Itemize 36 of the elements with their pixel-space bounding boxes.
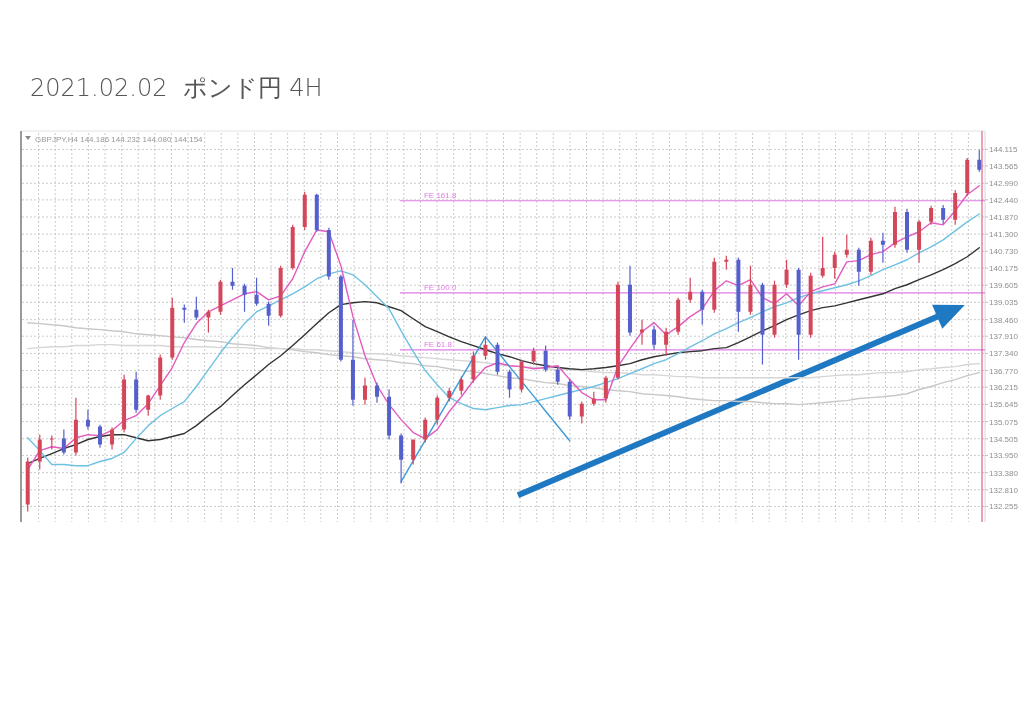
candlestick bbox=[362, 377, 367, 405]
y-tick-label: 141.870 bbox=[989, 213, 1019, 222]
y-tick-label: 132.255 bbox=[989, 502, 1019, 512]
y-tick-label: 133.950 bbox=[989, 451, 1019, 461]
line-series bbox=[400, 336, 571, 483]
line-series bbox=[27, 321, 980, 406]
y-tick-label: 143.565 bbox=[989, 161, 1019, 171]
y-tick-label: 139.035 bbox=[989, 298, 1019, 308]
candlestick bbox=[350, 319, 355, 406]
y-tick-label: 142.990 bbox=[989, 179, 1019, 189]
y-tick-label: 135.645 bbox=[989, 400, 1019, 410]
y-tick-label: 141.300 bbox=[989, 230, 1019, 240]
line-series bbox=[27, 343, 980, 379]
y-tick-label: 134.505 bbox=[989, 434, 1019, 444]
y-tick-label: 139.605 bbox=[989, 281, 1019, 291]
chart-title: 2021.02.02 ポンド円 4H bbox=[30, 74, 323, 102]
candlestick bbox=[85, 409, 90, 430]
ref-line-label: FE 161.8 bbox=[423, 191, 457, 201]
candlestick bbox=[640, 319, 645, 345]
y-tick-label: 140.730 bbox=[989, 247, 1019, 257]
y-tick-label: 140.175 bbox=[989, 264, 1019, 274]
y-tick-label: 144.115 bbox=[989, 145, 1018, 155]
y-tick-label: 142.440 bbox=[989, 195, 1019, 205]
ref-line-label: FE 61.8 bbox=[423, 340, 453, 350]
y-tick-label: 133.380 bbox=[989, 468, 1019, 478]
candlestick bbox=[880, 232, 885, 263]
y-tick-label: 137.910 bbox=[989, 332, 1019, 342]
y-tick-label: 138.460 bbox=[989, 315, 1019, 325]
y-tick-label: 132.810 bbox=[989, 485, 1019, 495]
ref-line-label: FE 100.0 bbox=[423, 283, 457, 293]
y-tick-label: 135.075 bbox=[989, 417, 1019, 427]
candlestick bbox=[375, 382, 380, 403]
y-tick-label: 136.770 bbox=[989, 366, 1019, 376]
y-tick-label: 136.215 bbox=[989, 383, 1019, 393]
y-tick-label: 137.340 bbox=[989, 349, 1019, 359]
annotation: GBPJPY,H4 144.186 144.232 144.080 144.154 bbox=[35, 135, 204, 144]
